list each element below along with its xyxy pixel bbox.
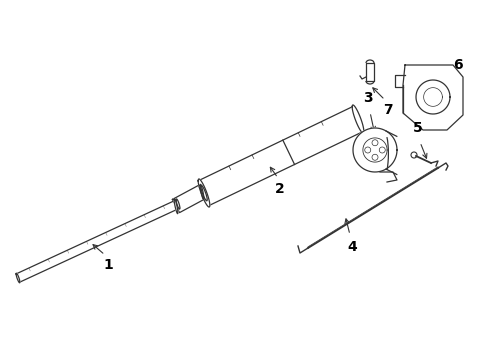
Polygon shape [352, 105, 364, 133]
Text: 6: 6 [453, 58, 463, 72]
Polygon shape [416, 80, 450, 114]
Text: 2: 2 [275, 182, 285, 196]
Polygon shape [403, 65, 463, 130]
Text: 4: 4 [347, 240, 357, 254]
Polygon shape [176, 199, 180, 209]
Polygon shape [366, 63, 374, 81]
Polygon shape [353, 128, 397, 172]
Text: 1: 1 [103, 258, 113, 272]
Polygon shape [16, 200, 180, 282]
Polygon shape [16, 273, 20, 283]
Polygon shape [172, 185, 206, 213]
Text: 5: 5 [413, 121, 423, 135]
Polygon shape [200, 184, 204, 200]
Polygon shape [198, 179, 210, 207]
Polygon shape [174, 198, 178, 213]
Text: 3: 3 [363, 91, 373, 105]
Text: 7: 7 [383, 103, 393, 117]
Polygon shape [198, 107, 364, 205]
